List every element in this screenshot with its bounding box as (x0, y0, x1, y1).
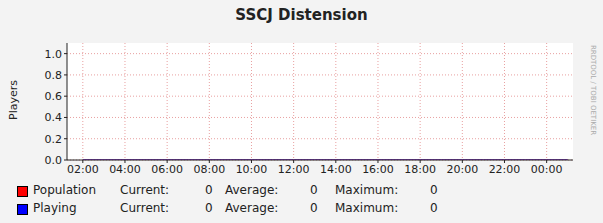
svg-text:08:00: 08:00 (193, 163, 225, 175)
svg-text:0.8: 0.8 (45, 69, 63, 82)
html-text:0: 0 (430, 201, 438, 215)
html-text:RRDTOOL / TOBI OETIKER: RRDTOOL / TOBI OETIKER (589, 44, 597, 136)
html-text:0: 0 (310, 201, 318, 215)
svg-text:10:00: 10:00 (236, 163, 268, 175)
html-text:Current:: Current: (120, 201, 170, 215)
html-text:Maximum:: Maximum: (335, 201, 399, 215)
svg-text:00:00: 00:00 (531, 163, 563, 175)
html-text:Average:: Average: (225, 183, 279, 197)
svg-text:1.0: 1.0 (45, 48, 63, 61)
html-text:Players: Players (6, 80, 20, 120)
html-text:Playing: Playing (33, 201, 77, 215)
svg-text:02:00: 02:00 (67, 163, 99, 175)
svg-text:16:00: 16:00 (362, 163, 394, 175)
svg-text:22:00: 22:00 (489, 163, 521, 175)
html-text:0: 0 (205, 183, 213, 197)
svg-text:18:00: 18:00 (404, 163, 436, 175)
html-text:Current:: Current: (120, 183, 170, 197)
svg-text:0.2: 0.2 (45, 133, 63, 146)
html-text:0: 0 (430, 183, 438, 197)
svg-text:0.0: 0.0 (45, 154, 63, 167)
html-text:Average:: Average: (225, 201, 279, 215)
svg-text:0.4: 0.4 (45, 111, 63, 124)
svg-text:06:00: 06:00 (151, 163, 183, 175)
html-text:SSCJ Distension: SSCJ Distension (235, 6, 368, 24)
html-text:0: 0 (310, 183, 318, 197)
svg-text:20:00: 20:00 (446, 163, 478, 175)
svg-text:04:00: 04:00 (109, 163, 141, 175)
svg-text:0.6: 0.6 (45, 90, 63, 103)
html-text:0: 0 (205, 201, 213, 215)
svg-text:14:00: 14:00 (320, 163, 352, 175)
svg-text:12:00: 12:00 (278, 163, 310, 175)
html-text:Population: Population (33, 183, 96, 197)
html-text:Maximum:: Maximum: (335, 183, 399, 197)
